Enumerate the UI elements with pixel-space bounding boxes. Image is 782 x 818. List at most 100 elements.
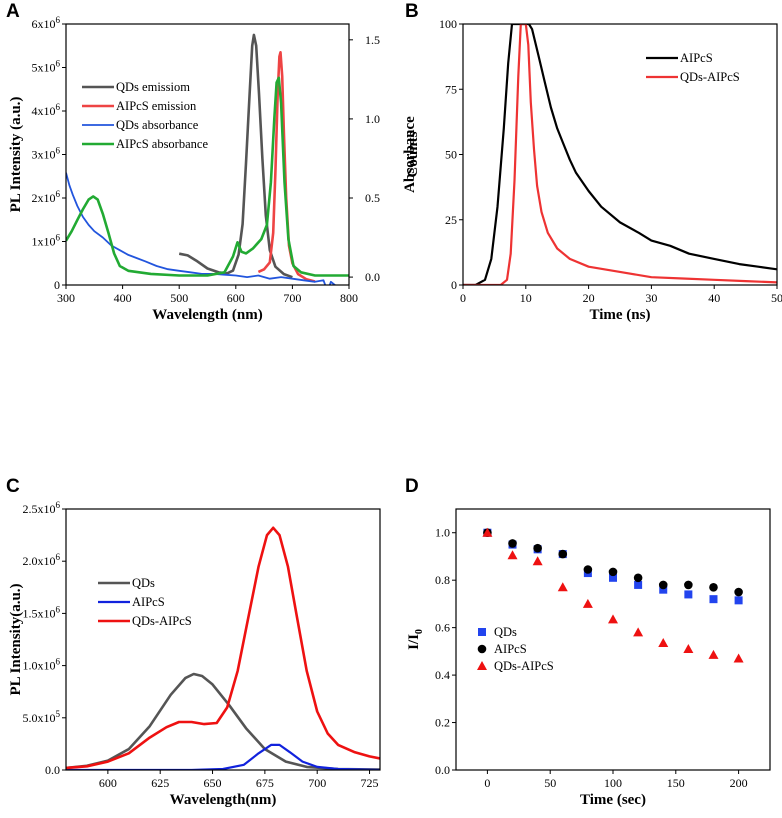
- x-tick-label: 0: [484, 776, 490, 790]
- x-axis-title: Time (sec): [580, 792, 646, 808]
- y-tick-label: 0.0: [435, 763, 450, 777]
- data-point: [708, 649, 719, 659]
- data-point: [557, 582, 568, 592]
- data-point: [507, 550, 518, 560]
- x-tick-label: 700: [283, 291, 301, 305]
- x-tick-label: 20: [583, 291, 595, 305]
- series-line-3: [66, 76, 349, 277]
- y-tick-label: 1.0x106: [23, 657, 61, 673]
- plot-frame: [65, 23, 350, 286]
- series-line-1: [66, 743, 380, 770]
- data-point: [608, 567, 618, 577]
- data-point: [733, 653, 744, 663]
- y-tick-label: 6x106: [32, 15, 61, 31]
- x-tick-label: 10: [520, 291, 532, 305]
- legend-marker: [477, 661, 487, 670]
- y-tick-label: 2.5x106: [23, 500, 61, 516]
- x-tick-label: 500: [170, 291, 188, 305]
- y-tick-label: 2x106: [32, 189, 61, 205]
- y-tick-label: 0.0: [45, 763, 60, 777]
- x-tick-label: 650: [204, 776, 222, 790]
- y-tick-label: 1.0: [435, 526, 450, 540]
- y-tick-label: 3x106: [32, 146, 61, 162]
- data-point: [709, 595, 718, 604]
- x-tick-label: 625: [151, 776, 169, 790]
- x-tick-label: 300: [57, 291, 75, 305]
- y-tick-label: 0.4: [435, 668, 450, 682]
- legend-label: AIPcS: [132, 595, 165, 609]
- x-axis-title: Wavelength (nm): [152, 307, 262, 323]
- series-line-0: [66, 672, 380, 770]
- x-tick-label: 40: [708, 291, 720, 305]
- panel-C: C 600 625 650 675 700 725 0.0 5.0x105 1.0x106 1.5x…: [6, 476, 381, 808]
- legend-label: AIPcS: [680, 51, 713, 65]
- x-tick-label: 50: [544, 776, 556, 790]
- data-point: [532, 556, 543, 566]
- data-point: [709, 583, 718, 592]
- y-tick-label: 0.8: [435, 573, 450, 587]
- y-tick-label: 100: [439, 17, 457, 31]
- plot-area: [66, 33, 349, 285]
- y2-axis-title: Absorbance: [402, 116, 418, 193]
- series-line-1: [463, 24, 777, 285]
- x-axis-title: Time (ns): [590, 307, 651, 323]
- y-axis-title: PL Intensity(a.u.): [8, 583, 24, 695]
- y-axis-title: PL Intensity (a.u.): [8, 97, 24, 213]
- y-axis-title: Counts: [405, 131, 421, 177]
- panel-letter-A: A: [6, 1, 20, 22]
- x-tick-label: 725: [361, 776, 379, 790]
- y-tick-label: 2.0x106: [23, 552, 61, 568]
- series-line-0: [463, 24, 777, 285]
- data-point: [659, 585, 668, 594]
- x-tick-label: 400: [114, 291, 132, 305]
- data-point: [633, 627, 644, 637]
- legend-label: QDs-AIPcS: [132, 614, 192, 628]
- data-point: [482, 527, 493, 537]
- data-point: [558, 549, 568, 559]
- x-tick-label: 800: [340, 291, 358, 305]
- legend-marker: [477, 644, 487, 654]
- plot-frame: [462, 23, 778, 286]
- panel-A: A 300 400 500 600 700 800 0 1x106 2x106 3x106 4x106…: [6, 1, 418, 323]
- data-point: [583, 565, 593, 574]
- data-point: [734, 596, 743, 605]
- data-point: [609, 573, 617, 582]
- y-axis-title: I/I0: [406, 629, 425, 650]
- legend: AIPcS QDs-AIPcS: [646, 51, 740, 84]
- x-tick-label: 200: [730, 776, 748, 790]
- y-tick-label: 5.0x105: [23, 709, 61, 725]
- panel-D: D 0 50 100 150 200 0.0 0.2 0.4 0.6 0.8 1.0 Time (sec…: [405, 476, 771, 808]
- legend-label: QDs absorbance: [116, 118, 199, 132]
- x-tick-label: 100: [604, 776, 622, 790]
- series-line-2: [66, 526, 380, 770]
- legend-label: AIPcS: [494, 642, 527, 656]
- data-point: [582, 598, 593, 608]
- data-point: [734, 587, 743, 597]
- panel-letter-C: C: [6, 476, 20, 497]
- data-point: [684, 590, 693, 599]
- series-line-1: [257, 50, 316, 283]
- legend-label: AIPcS absorbance: [116, 137, 208, 151]
- series-line-0: [178, 33, 293, 279]
- x-tick-label: 0: [460, 291, 466, 305]
- data-point: [658, 638, 669, 648]
- data-point: [608, 614, 618, 624]
- data-point: [533, 543, 542, 553]
- y2-tick-label: 0.0: [365, 270, 380, 284]
- legend-label: QDs emissiom: [116, 80, 190, 94]
- panel-letter-B: B: [405, 1, 419, 22]
- y2-tick-label: 0.5: [365, 191, 380, 205]
- x-tick-label: 50: [771, 291, 782, 305]
- x-tick-label: 30: [645, 291, 657, 305]
- y-tick-label: 0: [451, 278, 457, 292]
- y-tick-label: 0.2: [435, 716, 450, 730]
- plot-area: [482, 527, 744, 663]
- y2-tick-label: 1.5: [365, 33, 380, 47]
- legend: QDs emissiom AIPcS emission QDs absorbance…: [82, 80, 208, 151]
- panel-B: B 0 10 20 30 40 50 0 25 50 75 100 Time (ns) Counts AIP…: [405, 1, 782, 323]
- data-point: [633, 573, 643, 583]
- plot-frame: [65, 508, 381, 771]
- x-tick-label: 700: [308, 776, 326, 790]
- data-point: [658, 580, 668, 590]
